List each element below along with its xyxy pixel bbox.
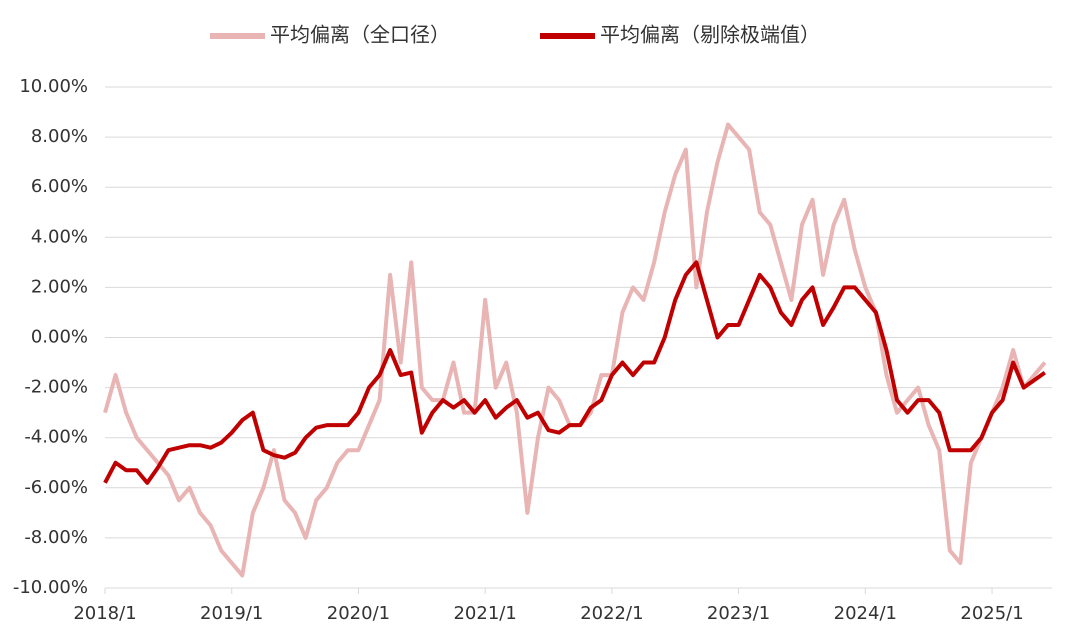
y-tick-label: 0.00% bbox=[31, 327, 88, 348]
y-tick-label: -2.00% bbox=[24, 377, 88, 398]
y-tick-label: 6.00% bbox=[31, 176, 88, 197]
y-tick-label: 2.00% bbox=[31, 276, 88, 297]
x-tick-label: 2018/1 bbox=[73, 603, 136, 624]
y-tick-label: -10.00% bbox=[13, 577, 88, 598]
x-tick-label: 2025/1 bbox=[960, 603, 1023, 624]
legend: 平均偏离（全口径） 平均偏离（剔除极端值） bbox=[210, 23, 820, 47]
x-tick-label: 2024/1 bbox=[834, 603, 897, 624]
x-tick-label: 2021/1 bbox=[453, 603, 516, 624]
legend-label: 平均偏离（全口径） bbox=[270, 23, 450, 47]
y-tick-label: -4.00% bbox=[24, 427, 88, 448]
x-tick-label: 2023/1 bbox=[707, 603, 770, 624]
y-tick-label: 8.00% bbox=[31, 126, 88, 147]
series-line bbox=[103, 260, 1046, 485]
y-tick-label: -6.00% bbox=[24, 477, 88, 498]
legend-label: 平均偏离（剔除极端值） bbox=[600, 23, 820, 47]
series-line bbox=[103, 122, 1047, 578]
x-tick-label: 2020/1 bbox=[327, 603, 390, 624]
y-tick-label: 10.00% bbox=[19, 76, 88, 97]
y-tick-label: -8.00% bbox=[24, 527, 88, 548]
y-tick-label: 4.00% bbox=[31, 226, 88, 247]
x-tick-label: 2022/1 bbox=[580, 603, 643, 624]
x-tick-label: 2019/1 bbox=[200, 603, 263, 624]
